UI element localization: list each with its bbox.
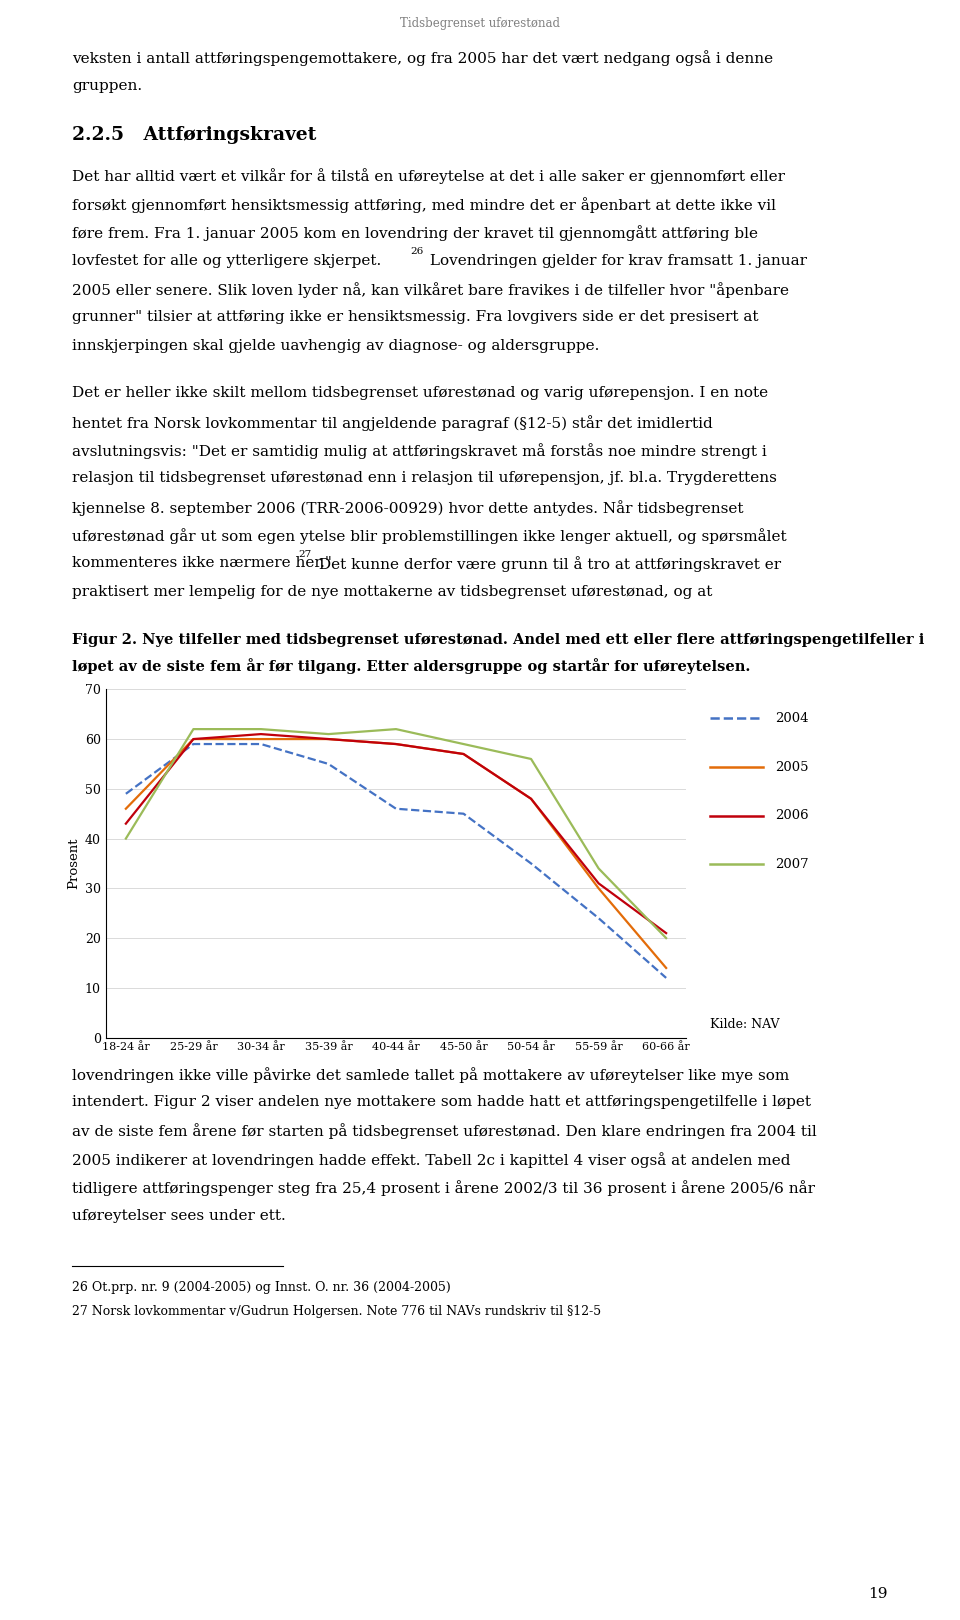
Text: 2005 eller senere. Slik loven lyder nå, kan vilkåret bare fravikes i de tilfelle: 2005 eller senere. Slik loven lyder nå, …	[72, 282, 789, 298]
Text: Figur 2. Nye tilfeller med tidsbegrenset uførestønad. Andel med ett eller flere : Figur 2. Nye tilfeller med tidsbegrenset…	[72, 632, 924, 646]
Text: Kilde: NAV: Kilde: NAV	[710, 1017, 780, 1030]
Text: 27 Norsk lovkommentar v/Gudrun Holgersen. Note 776 til NAVs rundskriv til §12-5: 27 Norsk lovkommentar v/Gudrun Holgersen…	[72, 1304, 601, 1319]
Text: avslutningsvis: "Det er samtidig mulig at attføringskravet må forstås noe mindre: avslutningsvis: "Det er samtidig mulig a…	[72, 442, 767, 458]
Text: praktisert mer lempelig for de nye mottakerne av tidsbegrenset uførestønad, og a: praktisert mer lempelig for de nye motta…	[72, 585, 712, 599]
Text: veksten i antall attføringspengemottakere, og fra 2005 har det vært nedgang også: veksten i antall attføringspengemottaker…	[72, 50, 773, 66]
Text: lovfestet for alle og ytterligere skjerpet.: lovfestet for alle og ytterligere skjerp…	[72, 253, 381, 267]
Text: lovendringen ikke ville påvirke det samlede tallet på mottakere av uføreytelser : lovendringen ikke ville påvirke det saml…	[72, 1066, 789, 1082]
Text: tidligere attføringspenger steg fra 25,4 prosent i årene 2002/3 til 36 prosent i: tidligere attføringspenger steg fra 25,4…	[72, 1179, 815, 1196]
Text: 2.2.5   Attføringskravet: 2.2.5 Attføringskravet	[72, 126, 317, 144]
Text: uføreytelser sees under ett.: uføreytelser sees under ett.	[72, 1209, 286, 1223]
Text: kommenteres ikke nærmere her.": kommenteres ikke nærmere her."	[72, 556, 332, 570]
Text: uførestønad går ut som egen ytelse blir problemstillingen ikke lenger aktuell, o: uførestønad går ut som egen ytelse blir …	[72, 528, 786, 544]
Text: 2005 indikerer at lovendringen hadde effekt. Tabell 2c i kapittel 4 viser også a: 2005 indikerer at lovendringen hadde eff…	[72, 1152, 790, 1168]
Text: forsøkt gjennomført hensiktsmessig attføring, med mindre det er åpenbart at dett: forsøkt gjennomført hensiktsmessig attfø…	[72, 196, 776, 212]
Text: kjennelse 8. september 2006 (TRR-2006-00929) hvor dette antydes. Når tidsbegrens: kjennelse 8. september 2006 (TRR-2006-00…	[72, 499, 743, 515]
Text: 2006: 2006	[775, 808, 808, 823]
Text: hentet fra Norsk lovkommentar til angjeldende paragraf (§12-5) står det imidlert: hentet fra Norsk lovkommentar til angjel…	[72, 415, 712, 431]
Text: intendert. Figur 2 viser andelen nye mottakere som hadde hatt et attføringspenge: intendert. Figur 2 viser andelen nye mot…	[72, 1095, 811, 1110]
Text: løpet av de siste fem år før tilgang. Etter aldersgruppe og startår for uføreyte: løpet av de siste fem år før tilgang. Et…	[72, 658, 751, 674]
Text: 27: 27	[299, 549, 312, 559]
Text: Tidsbegrenset uførestønad: Tidsbegrenset uførestønad	[400, 18, 560, 31]
Text: 26: 26	[410, 246, 423, 256]
Text: av de siste fem årene før starten på tidsbegrenset uførestønad. Den klare endrin: av de siste fem årene før starten på tid…	[72, 1123, 817, 1139]
Text: relasjon til tidsbegrenset uførestønad enn i relasjon til uførepensjon, jf. bl.a: relasjon til tidsbegrenset uførestønad e…	[72, 471, 777, 486]
Text: 2007: 2007	[775, 857, 808, 872]
Text: Det har alltid vært et vilkår for å tilstå en uføreytelse at det i alle saker er: Det har alltid vært et vilkår for å tils…	[72, 168, 785, 185]
Text: 2004: 2004	[775, 711, 808, 726]
Text: 26 Ot.prp. nr. 9 (2004-2005) og Innst. O. nr. 36 (2004-2005): 26 Ot.prp. nr. 9 (2004-2005) og Innst. O…	[72, 1280, 451, 1294]
Text: gruppen.: gruppen.	[72, 78, 142, 92]
Text: 19: 19	[869, 1586, 888, 1601]
Y-axis label: Prosent: Prosent	[67, 838, 81, 889]
Text: grunner" tilsier at attføring ikke er hensiktsmessig. Fra lovgivers side er det : grunner" tilsier at attføring ikke er he…	[72, 309, 758, 324]
Text: innskjerpingen skal gjelde uavhengig av diagnose- og aldersgruppe.: innskjerpingen skal gjelde uavhengig av …	[72, 339, 599, 353]
Text: 2005: 2005	[775, 760, 808, 774]
Text: Det kunne derfor være grunn til å tro at attføringskravet er: Det kunne derfor være grunn til å tro at…	[314, 556, 781, 572]
Text: føre frem. Fra 1. januar 2005 kom en lovendring der kravet til gjennomgått attfø: føre frem. Fra 1. januar 2005 kom en lov…	[72, 225, 758, 241]
Text: Det er heller ikke skilt mellom tidsbegrenset uførestønad og varig uførepensjon.: Det er heller ikke skilt mellom tidsbegr…	[72, 386, 768, 400]
Text: Lovendringen gjelder for krav framsatt 1. januar: Lovendringen gjelder for krav framsatt 1…	[425, 253, 807, 267]
